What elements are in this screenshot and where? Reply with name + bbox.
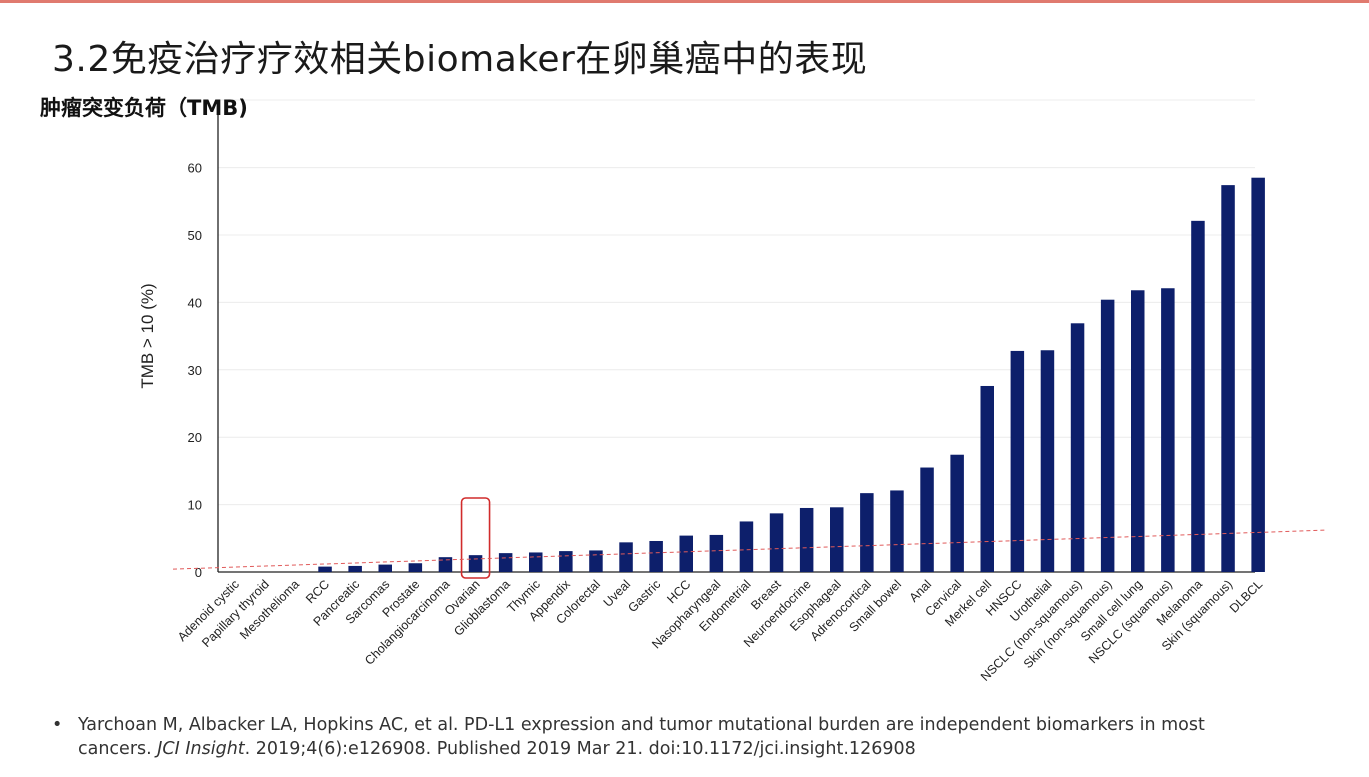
bar <box>739 521 754 572</box>
bar <box>769 513 784 572</box>
bar <box>1221 185 1235 572</box>
citation: • Yarchoan M, Albacker LA, Hopkins AC, e… <box>52 713 1252 761</box>
bar <box>890 490 904 572</box>
bar <box>920 467 934 572</box>
bar <box>348 565 362 572</box>
bar <box>529 552 543 572</box>
highlight-box <box>460 497 491 579</box>
y-tick-label: 20 <box>188 430 202 445</box>
bar <box>950 454 964 572</box>
bar <box>1251 177 1265 572</box>
bar <box>860 493 874 572</box>
y-tick-label: 60 <box>188 161 202 176</box>
bar <box>649 540 663 572</box>
bar <box>318 566 332 572</box>
bar <box>589 550 603 572</box>
bar <box>378 564 392 572</box>
citation-authors: Yarchoan M, Albacker LA, Hopkins AC, et … <box>78 715 1205 759</box>
bar <box>1191 220 1205 572</box>
bar <box>498 553 513 572</box>
x-tick-label: Gastric <box>625 577 663 615</box>
y-tick-label: 10 <box>188 498 202 513</box>
bar <box>1070 323 1085 572</box>
bar <box>438 557 453 572</box>
y-tick-label: 0 <box>195 565 202 580</box>
y-tick-label: 50 <box>188 228 202 243</box>
citation-journal: JCI Insight <box>157 739 245 759</box>
citation-bullet: • <box>52 715 63 735</box>
x-tick-label: DLBCL <box>1227 577 1265 615</box>
citation-details: . 2019;4(6):e126908. Published 2019 Mar … <box>244 739 916 759</box>
slide-title: 3.2免疫治疗疗效相关biomaker在卵巢癌中的表现 <box>52 39 868 80</box>
bar <box>1010 350 1025 572</box>
chart-heading: 肿瘤突变负荷（TMB) <box>40 96 248 120</box>
bar <box>1040 350 1055 572</box>
citation-text: Yarchoan M, Albacker LA, Hopkins AC, et … <box>78 713 1252 761</box>
bar <box>709 534 724 572</box>
bar <box>1131 290 1145 572</box>
bar <box>980 385 994 572</box>
bar <box>559 551 573 572</box>
y-axis-title: TMB > 10 (%) <box>138 283 157 388</box>
top-accent-rule <box>0 0 1369 3</box>
y-tick-label: 40 <box>188 295 202 310</box>
bar <box>468 555 483 572</box>
bar <box>799 507 814 572</box>
y-tick-label: 30 <box>188 363 202 378</box>
bar <box>679 535 693 572</box>
bar <box>408 563 423 572</box>
bar <box>1161 288 1175 572</box>
bar <box>1100 299 1115 572</box>
reference-line <box>172 529 1326 570</box>
bar <box>619 542 633 572</box>
bar <box>830 507 844 572</box>
